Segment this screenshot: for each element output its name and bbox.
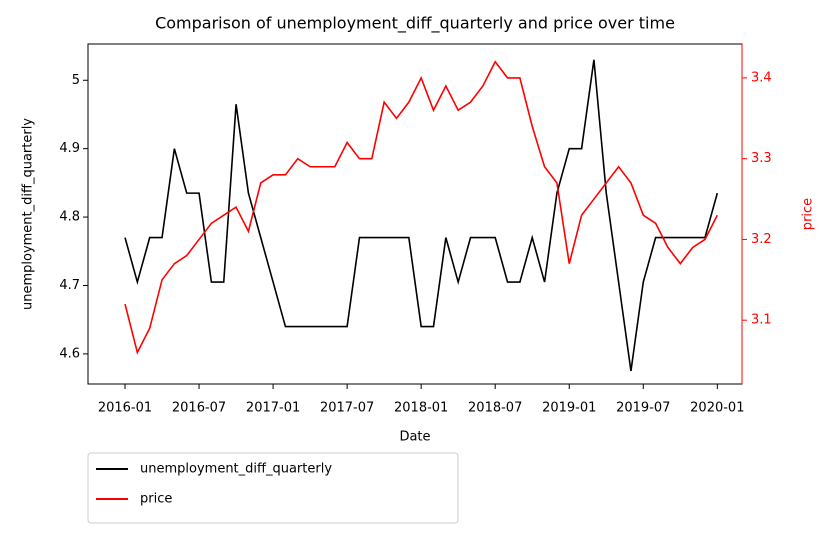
y-tick-label: 5 <box>72 73 80 88</box>
x-tick-label: 2018-07 <box>468 401 522 416</box>
series-line <box>124 60 719 355</box>
y-tick-label: 4.8 <box>59 210 80 225</box>
y2-tick-label: 3.1 <box>751 313 772 328</box>
x-tick-label: 2019-01 <box>542 401 596 416</box>
series-line <box>124 59 719 372</box>
y-tick-label: 4.7 <box>59 278 80 293</box>
x-axis-label: Date <box>399 430 430 445</box>
chart-title: Comparison of unemployment_diff_quarterl… <box>155 14 675 34</box>
y2-axis-label: price <box>801 198 816 230</box>
x-tick-label: 2018-01 <box>394 401 448 416</box>
y2-tick-label: 3.4 <box>751 70 772 85</box>
y-axis-label: unemployment_diff_quarterly <box>21 118 36 310</box>
x-tick-label: 2020-01 <box>690 401 744 416</box>
y2-tick-label: 3.2 <box>751 232 772 247</box>
y-tick-label: 4.9 <box>59 141 80 156</box>
legend-box <box>87 452 459 524</box>
legend-label: unemployment_diff_quarterly <box>140 462 332 477</box>
y2-tick-label: 3.3 <box>751 151 772 166</box>
x-tick-label: 2016-01 <box>98 401 152 416</box>
x-tick-label: 2017-07 <box>320 401 374 416</box>
y-tick-label: 4.6 <box>59 346 80 361</box>
plot-frame <box>87 43 743 385</box>
legend-label: price <box>140 492 172 507</box>
x-tick-label: 2019-07 <box>616 401 670 416</box>
x-tick-label: 2017-01 <box>246 401 300 416</box>
x-tick-label: 2016-07 <box>172 401 226 416</box>
